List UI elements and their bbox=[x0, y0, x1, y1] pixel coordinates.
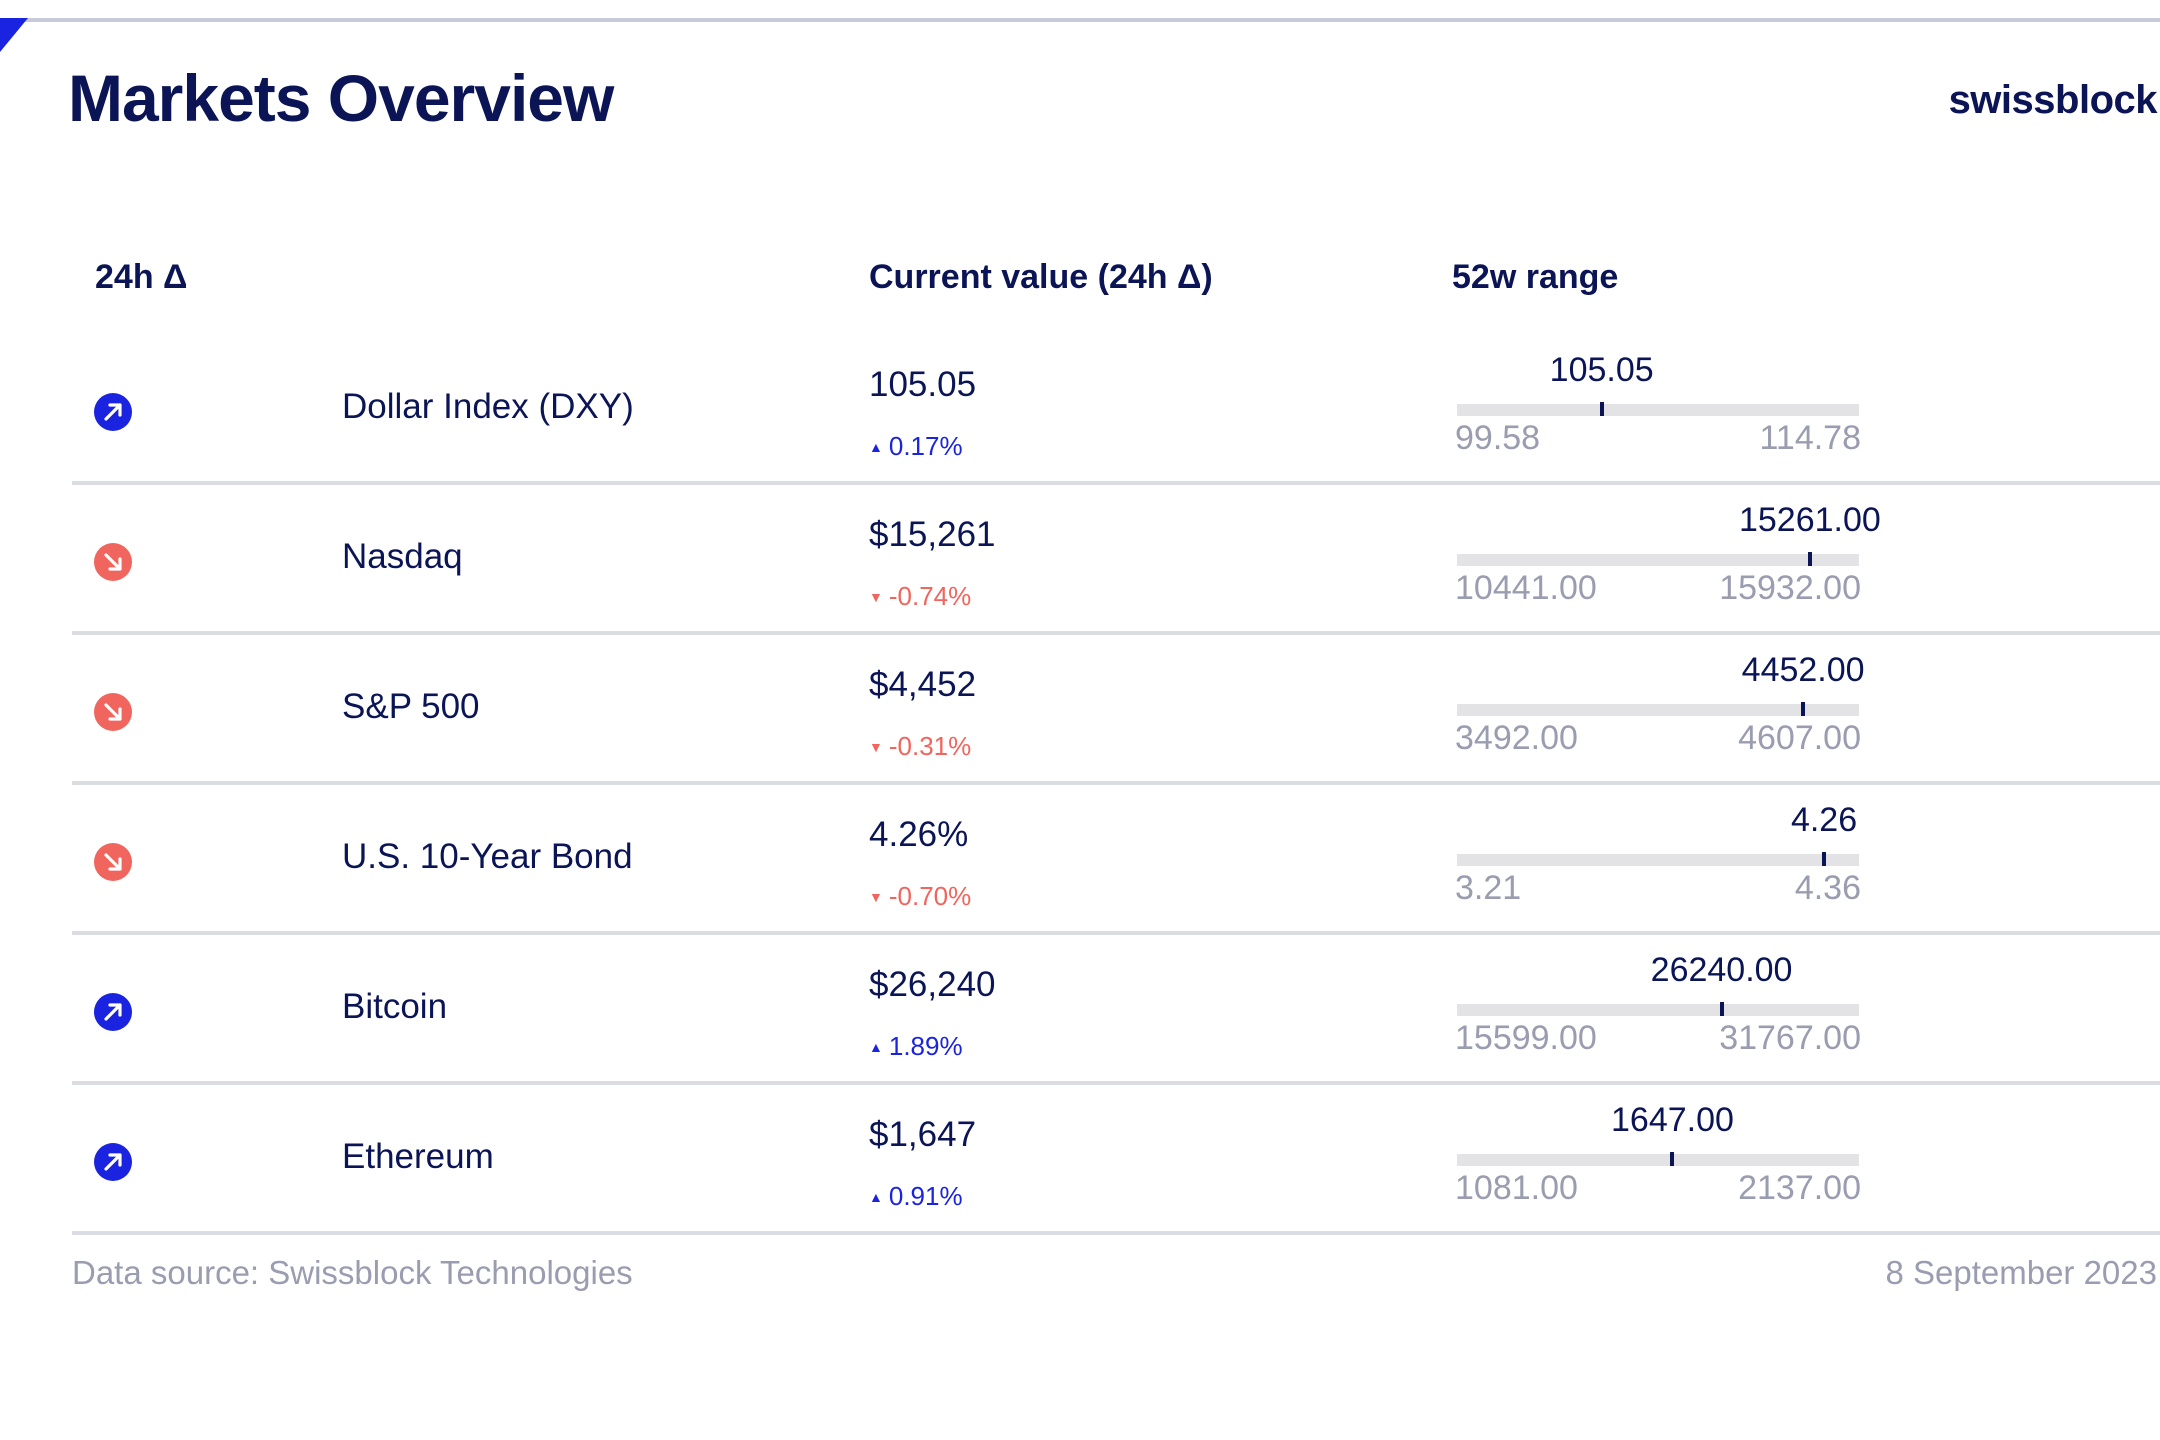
range-current-label: 26240.00 bbox=[1650, 951, 1793, 989]
range-high-label: 114.78 bbox=[1759, 419, 1861, 457]
column-header-delta: 24h Δ bbox=[95, 258, 188, 296]
range-low-label: 1081.00 bbox=[1455, 1169, 1578, 1207]
range-current-marker bbox=[1807, 552, 1812, 566]
column-header-52w-range: 52w range bbox=[1452, 258, 1619, 296]
table-row: Nasdaq $15,261 ▼ -0.74% 15261.00 10441.00 1593… bbox=[72, 485, 2160, 635]
corner-accent bbox=[0, 18, 28, 52]
report-date: 8 September 2023 bbox=[1885, 1254, 2157, 1291]
asset-name: Dollar Index (DXY) bbox=[342, 387, 634, 426]
change-percent: ▼ -0.74% bbox=[869, 581, 971, 612]
range-52w: 15261.00 10441.00 15932.00 bbox=[1455, 485, 1935, 631]
range-bar bbox=[1457, 1004, 1859, 1016]
triangle-up-icon: ▲ bbox=[869, 439, 883, 455]
change-percent: ▼ -0.31% bbox=[869, 731, 971, 762]
range-52w: 4.26 3.21 4.36 bbox=[1455, 785, 1935, 931]
data-source-note: Data source: Swissblock Technologies bbox=[72, 1254, 633, 1291]
asset-name: U.S. 10-Year Bond bbox=[342, 837, 633, 876]
change-percent: ▲ 0.17% bbox=[869, 431, 963, 462]
table-row: U.S. 10-Year Bond 4.26% ▼ -0.70% 4.26 3.21 4.3… bbox=[72, 785, 2160, 935]
top-rule bbox=[0, 18, 2160, 22]
current-value: $1,647 bbox=[869, 1115, 977, 1154]
range-52w: 1647.00 1081.00 2137.00 bbox=[1455, 1085, 1935, 1231]
arrow-up-right-icon bbox=[94, 993, 132, 1031]
brand-logo: swissblock bbox=[1948, 78, 2158, 122]
current-value: 105.05 bbox=[869, 365, 977, 404]
range-current-marker bbox=[1822, 852, 1827, 866]
change-value: 0.17% bbox=[888, 431, 963, 461]
range-low-label: 3492.00 bbox=[1455, 719, 1578, 757]
range-current-marker bbox=[1599, 402, 1604, 416]
range-current-label: 4.26 bbox=[1790, 801, 1858, 839]
change-value: 0.91% bbox=[888, 1181, 963, 1211]
range-high-label: 31767.00 bbox=[1719, 1019, 1861, 1057]
range-low-label: 15599.00 bbox=[1455, 1019, 1597, 1057]
change-percent: ▲ 0.91% bbox=[869, 1181, 963, 1212]
range-current-label: 105.05 bbox=[1549, 351, 1654, 389]
range-current-marker bbox=[1801, 702, 1806, 716]
arrow-down-right-icon bbox=[94, 543, 132, 581]
triangle-up-icon: ▲ bbox=[869, 1039, 883, 1055]
arrow-up-right-icon bbox=[94, 393, 132, 431]
current-value: $26,240 bbox=[869, 965, 996, 1004]
range-high-label: 2137.00 bbox=[1738, 1169, 1861, 1207]
range-current-label: 1647.00 bbox=[1611, 1101, 1734, 1139]
range-52w: 105.05 99.58 114.78 bbox=[1455, 335, 1935, 481]
arrow-down-right-icon bbox=[94, 843, 132, 881]
column-header-current-value: Current value (24h Δ) bbox=[869, 258, 1213, 296]
triangle-down-icon: ▼ bbox=[869, 889, 883, 905]
range-current-label: 4452.00 bbox=[1741, 651, 1865, 689]
range-current-marker bbox=[1670, 1152, 1675, 1166]
triangle-down-icon: ▼ bbox=[869, 589, 883, 605]
table-row: S&P 500 $4,452 ▼ -0.31% 4452.00 3492.00 4607.0… bbox=[72, 635, 2160, 785]
range-bar bbox=[1457, 1154, 1859, 1166]
current-value: $15,261 bbox=[869, 515, 996, 554]
page-title: Markets Overview bbox=[68, 61, 614, 135]
change-value: 1.89% bbox=[888, 1031, 963, 1061]
range-current-marker bbox=[1719, 1002, 1724, 1016]
range-high-label: 4.36 bbox=[1794, 869, 1861, 907]
range-high-label: 4607.00 bbox=[1738, 719, 1861, 757]
table-row: Ethereum $1,647 ▲ 0.91% 1647.00 1081.00 2137.0… bbox=[72, 1085, 2160, 1235]
range-low-label: 99.58 bbox=[1455, 419, 1541, 457]
asset-name: S&P 500 bbox=[342, 687, 480, 726]
markets-table: Dollar Index (DXY) 105.05 ▲ 0.17% 105.05 99.5… bbox=[72, 335, 2160, 1235]
asset-name: Nasdaq bbox=[342, 537, 463, 576]
asset-name: Bitcoin bbox=[342, 987, 448, 1026]
range-52w: 4452.00 3492.00 4607.00 bbox=[1455, 635, 1935, 781]
triangle-down-icon: ▼ bbox=[869, 739, 883, 755]
triangle-up-icon: ▲ bbox=[869, 1189, 883, 1205]
asset-name: Ethereum bbox=[342, 1137, 494, 1176]
change-value: -0.31% bbox=[888, 731, 972, 761]
range-low-label: 10441.00 bbox=[1455, 569, 1597, 607]
range-high-label: 15932.00 bbox=[1719, 569, 1861, 607]
range-current-label: 15261.00 bbox=[1738, 501, 1881, 539]
arrow-down-right-icon bbox=[94, 693, 132, 731]
change-value: -0.70% bbox=[888, 881, 972, 911]
range-low-label: 3.21 bbox=[1455, 869, 1522, 907]
change-value: -0.74% bbox=[888, 581, 972, 611]
current-value: 4.26% bbox=[869, 815, 969, 854]
table-row: Bitcoin $26,240 ▲ 1.89% 26240.00 15599.00 3176… bbox=[72, 935, 2160, 1085]
range-bar bbox=[1457, 854, 1859, 866]
range-bar bbox=[1457, 554, 1859, 566]
current-value: $4,452 bbox=[869, 665, 977, 704]
range-52w: 26240.00 15599.00 31767.00 bbox=[1455, 935, 1935, 1081]
range-bar bbox=[1457, 704, 1859, 716]
change-percent: ▲ 1.89% bbox=[869, 1031, 963, 1062]
range-bar bbox=[1457, 404, 1859, 416]
arrow-up-right-icon bbox=[94, 1143, 132, 1181]
table-row: Dollar Index (DXY) 105.05 ▲ 0.17% 105.05 99.5… bbox=[72, 335, 2160, 485]
change-percent: ▼ -0.70% bbox=[869, 881, 971, 912]
